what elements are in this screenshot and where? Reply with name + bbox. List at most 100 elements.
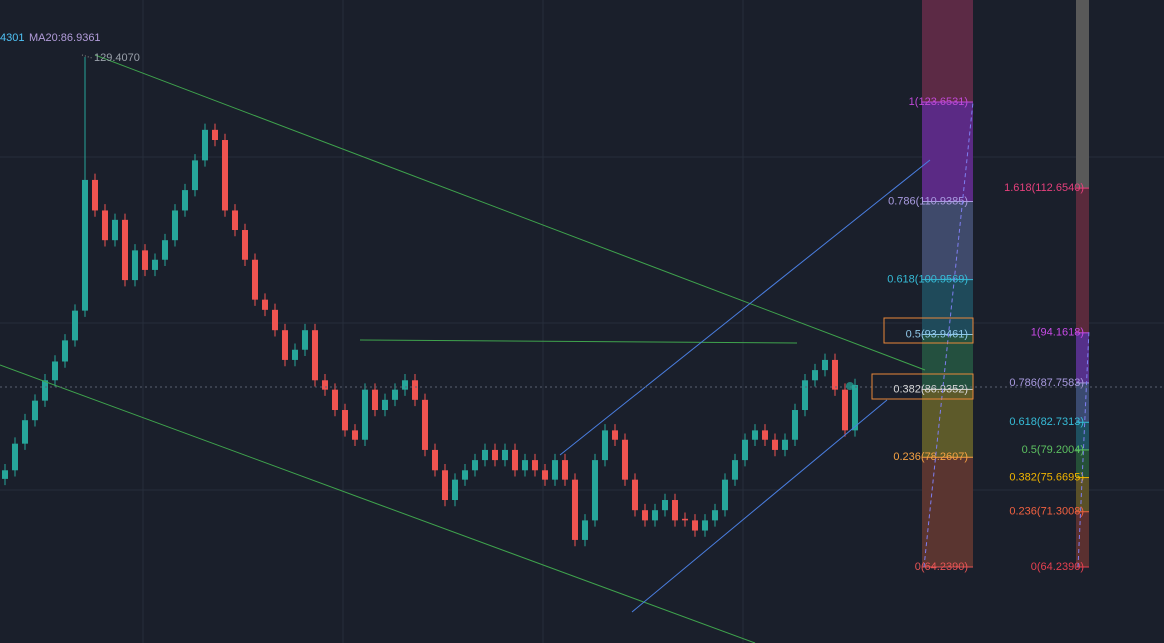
fib-highlight xyxy=(883,317,974,344)
fib-highlight xyxy=(871,373,974,400)
fib-band xyxy=(1076,0,1089,189)
fib-label: 0.236(78.2607) xyxy=(893,451,968,463)
candle-body xyxy=(642,510,648,521)
candle-body xyxy=(792,410,798,440)
candle-body xyxy=(152,259,158,270)
price-dot xyxy=(846,382,854,390)
candle-body xyxy=(352,430,358,440)
candle-body xyxy=(102,210,108,241)
candle-body xyxy=(672,500,678,521)
candle-body xyxy=(592,460,598,521)
fib-label: 0.618(82.7313) xyxy=(1009,416,1084,428)
candle-body xyxy=(802,380,808,411)
candle-body xyxy=(832,359,838,390)
candle-body xyxy=(512,449,518,471)
fib-tools: 1(123.6531) 0.786(110.9385) 0.618(100.9569… xyxy=(887,0,1089,573)
high-label: 129.4070 xyxy=(94,52,140,64)
fib-band xyxy=(922,0,973,103)
candle-body xyxy=(662,500,668,511)
candle-body xyxy=(432,449,438,471)
fib-label: 0.5(93.9461) xyxy=(906,328,968,340)
candle-body xyxy=(582,520,588,540)
high-pointer xyxy=(81,54,93,59)
fib-label: 0.786(87.7583) xyxy=(1009,377,1084,389)
candle-body xyxy=(282,330,288,360)
candle-body xyxy=(772,439,778,450)
fib-band xyxy=(1076,332,1089,383)
candle-body xyxy=(732,460,738,480)
candle-body xyxy=(112,219,118,241)
candle-body xyxy=(762,430,768,440)
candle-body xyxy=(562,460,568,480)
candle-body xyxy=(402,380,408,390)
candle-body xyxy=(472,460,478,471)
candle-body xyxy=(162,240,168,260)
fib-diagonal xyxy=(923,101,974,568)
candle-body xyxy=(632,479,638,511)
candle-body xyxy=(572,479,578,540)
fib-band xyxy=(1076,422,1089,450)
legend-text: 4301 xyxy=(0,32,24,44)
candle-body xyxy=(222,140,228,211)
fib-label: 1(94.1618) xyxy=(1031,327,1084,339)
candle-body xyxy=(242,230,248,260)
candle-body xyxy=(812,370,818,381)
fib-label: 0(64.2390) xyxy=(1031,561,1084,573)
legend-text: MA20:86.9361 xyxy=(29,32,101,44)
fib-band xyxy=(1076,382,1089,423)
candle-body xyxy=(722,479,728,511)
candle-body xyxy=(72,310,78,341)
candle-body xyxy=(252,259,258,300)
candle-body xyxy=(612,430,618,440)
fib-label: 0.236(71.3008) xyxy=(1009,506,1084,518)
candle-body xyxy=(362,389,368,440)
candle-body xyxy=(492,449,498,461)
candle-body xyxy=(602,430,608,461)
fib-band xyxy=(922,457,973,568)
candle-body xyxy=(202,129,208,161)
candle-body xyxy=(542,470,548,480)
channel-line xyxy=(559,159,931,456)
fib-band xyxy=(922,201,973,280)
candle-body xyxy=(682,518,688,521)
candle-body xyxy=(462,470,468,480)
candle-body xyxy=(502,449,508,461)
fib-label: 1(123.6531) xyxy=(909,96,968,108)
candle-body xyxy=(412,380,418,400)
candle-body xyxy=(32,400,38,421)
candle-body xyxy=(302,330,308,350)
candle-body xyxy=(192,160,198,191)
candle-body xyxy=(132,250,138,281)
fib-band xyxy=(922,102,973,202)
candle-body xyxy=(752,430,758,440)
candle-body xyxy=(692,520,698,531)
fib-label: 0(64.2390) xyxy=(915,561,968,573)
fib-label: 0.5(79.2004) xyxy=(1022,444,1084,456)
candle-body xyxy=(422,399,428,450)
fib-band xyxy=(922,389,973,458)
candle-body xyxy=(382,399,388,411)
candle-body xyxy=(42,380,48,401)
candle-body xyxy=(2,470,8,479)
candle-body xyxy=(212,129,218,141)
candle-body xyxy=(322,380,328,390)
candle-body xyxy=(262,299,268,310)
trend-line xyxy=(359,339,798,344)
candles xyxy=(2,56,858,547)
fib-band xyxy=(922,279,973,335)
fib-band xyxy=(1076,188,1089,333)
candle-body xyxy=(172,210,178,241)
candle-body xyxy=(452,479,458,501)
fib-label: 0.618(100.9569) xyxy=(887,274,968,286)
candle-body xyxy=(342,410,348,431)
candle-body xyxy=(702,520,708,531)
channel-line xyxy=(631,399,888,613)
candle-body xyxy=(532,460,538,471)
candle-body xyxy=(52,361,58,381)
fib-band xyxy=(1076,449,1089,478)
fib-label: 0.382(86.9352) xyxy=(893,383,968,395)
candle-body xyxy=(852,384,858,431)
candle-body xyxy=(12,443,18,471)
fib-label: 0.786(110.9385) xyxy=(888,195,968,207)
